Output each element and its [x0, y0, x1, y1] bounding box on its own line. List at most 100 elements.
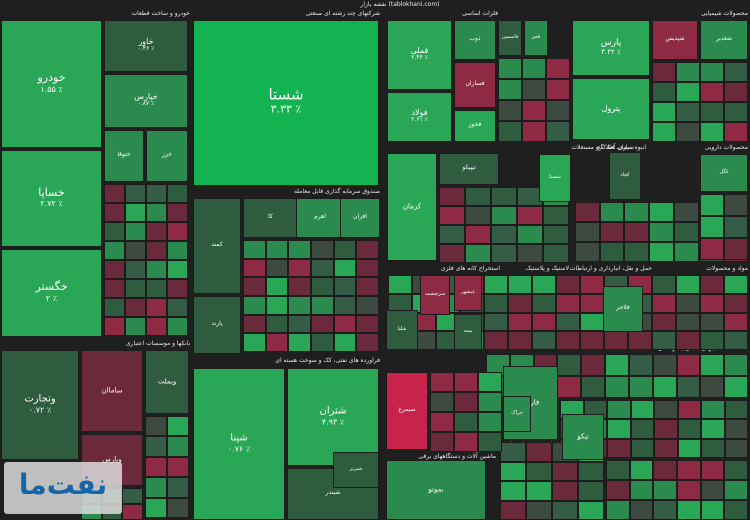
treemap-minor-tile[interactable] [167, 241, 188, 260]
treemap-minor-tile[interactable] [652, 354, 677, 376]
treemap-minor-tile[interactable] [628, 354, 653, 376]
treemap-tile[interactable]: فلاجر [603, 286, 643, 332]
treemap-minor-tile[interactable] [557, 376, 582, 398]
treemap-minor-tile[interactable] [673, 242, 699, 262]
treemap-minor-tile[interactable] [104, 184, 125, 203]
treemap-minor-tile[interactable] [243, 314, 266, 334]
treemap-minor-tile[interactable] [724, 194, 748, 216]
treemap-tile[interactable]: پارس ۴.۴۲ ٪ [572, 20, 650, 76]
treemap-minor-tile[interactable] [700, 122, 724, 142]
treemap-tile[interactable]: افران [340, 198, 380, 238]
treemap-minor-tile[interactable] [500, 481, 526, 501]
treemap-minor-tile[interactable] [167, 416, 189, 437]
treemap-minor-tile[interactable] [508, 275, 532, 294]
treemap-minor-tile[interactable] [288, 277, 311, 296]
treemap-minor-tile[interactable] [700, 82, 724, 102]
treemap-minor-tile[interactable] [146, 317, 167, 336]
treemap-minor-tile[interactable] [630, 419, 654, 439]
treemap-tile[interactable]: ساماان [81, 350, 143, 432]
treemap-minor-tile[interactable] [701, 438, 725, 458]
treemap-tile[interactable]: شپدیس [652, 20, 698, 60]
treemap-tile[interactable]: کمند [193, 198, 241, 294]
treemap-minor-tile[interactable] [724, 62, 748, 82]
treemap-minor-tile[interactable] [543, 206, 569, 225]
treemap-minor-tile[interactable] [356, 277, 379, 296]
treemap-minor-tile[interactable] [700, 312, 724, 332]
treemap-minor-tile[interactable] [701, 400, 725, 420]
treemap-minor-tile[interactable] [522, 79, 546, 100]
treemap-tile[interactable]: فجر [524, 20, 548, 56]
treemap-minor-tile[interactable] [546, 121, 570, 142]
treemap-minor-tile[interactable] [167, 477, 189, 498]
treemap-minor-tile[interactable] [700, 102, 724, 122]
treemap-tile[interactable]: غبشهر [454, 275, 482, 311]
treemap-tile[interactable]: خودرو ۱.۵۵ ٪ [1, 20, 102, 148]
treemap-tile[interactable]: پترول [572, 78, 650, 140]
treemap-minor-tile[interactable] [167, 203, 188, 222]
treemap-minor-tile[interactable] [724, 354, 748, 376]
treemap-minor-tile[interactable] [676, 82, 700, 102]
treemap-minor-tile[interactable] [454, 432, 478, 452]
treemap-minor-tile[interactable] [700, 376, 725, 398]
treemap-tile[interactable]: شغدیر [700, 20, 748, 60]
treemap-minor-tile[interactable] [724, 438, 748, 458]
treemap-minor-tile[interactable] [146, 222, 167, 241]
treemap-tile[interactable]: خراک [503, 396, 531, 432]
treemap-minor-tile[interactable] [146, 260, 167, 279]
treemap-minor-tile[interactable] [265, 277, 289, 296]
treemap-minor-tile[interactable] [465, 187, 491, 206]
treemap-minor-tile[interactable] [724, 460, 748, 480]
treemap-minor-tile[interactable] [484, 331, 508, 350]
treemap-minor-tile[interactable] [356, 314, 379, 334]
treemap-minor-tile[interactable] [700, 62, 724, 82]
treemap-minor-tile[interactable] [356, 240, 379, 259]
treemap-tile[interactable]: فخوز [454, 110, 496, 142]
treemap-minor-tile[interactable] [629, 500, 654, 520]
treemap-minor-tile[interactable] [146, 184, 167, 203]
treemap-minor-tile[interactable] [677, 460, 701, 480]
treemap-minor-tile[interactable] [599, 242, 625, 262]
treemap-minor-tile[interactable] [478, 392, 502, 412]
treemap-minor-tile[interactable] [167, 317, 188, 336]
treemap-minor-tile[interactable] [575, 222, 600, 242]
treemap-minor-tile[interactable] [580, 312, 604, 332]
treemap-minor-tile[interactable] [311, 333, 334, 352]
treemap-minor-tile[interactable] [677, 419, 701, 439]
treemap-minor-tile[interactable] [167, 298, 188, 317]
treemap-tile[interactable]: شستا ۳.۳۳ ٪ [193, 20, 379, 186]
treemap-minor-tile[interactable] [676, 275, 700, 294]
treemap-minor-tile[interactable] [146, 203, 167, 222]
treemap-minor-tile[interactable] [498, 121, 522, 142]
treemap-minor-tile[interactable] [311, 258, 334, 278]
treemap-minor-tile[interactable] [724, 122, 748, 142]
treemap-minor-tile[interactable] [439, 244, 465, 263]
treemap-minor-tile[interactable] [605, 354, 629, 376]
treemap-minor-tile[interactable] [167, 222, 188, 241]
treemap-minor-tile[interactable] [356, 333, 379, 352]
treemap-minor-tile[interactable] [484, 275, 508, 294]
treemap-minor-tile[interactable] [265, 333, 289, 352]
treemap-minor-tile[interactable] [333, 240, 357, 259]
treemap-tile[interactable]: کا [243, 198, 298, 238]
treemap-minor-tile[interactable] [265, 314, 289, 334]
treemap-minor-tile[interactable] [676, 312, 700, 332]
treemap-minor-tile[interactable] [532, 275, 556, 294]
treemap-minor-tile[interactable] [578, 481, 604, 501]
treemap-minor-tile[interactable] [356, 296, 379, 315]
treemap-minor-tile[interactable] [491, 206, 517, 225]
treemap-minor-tile[interactable] [498, 58, 522, 79]
treemap-tile[interactable]: ختوقا [104, 130, 144, 182]
treemap-minor-tile[interactable] [724, 480, 748, 500]
treemap-minor-tile[interactable] [265, 258, 289, 278]
treemap-minor-tile[interactable] [552, 481, 578, 501]
treemap-minor-tile[interactable] [526, 500, 552, 520]
treemap-minor-tile[interactable] [508, 331, 532, 350]
treemap-minor-tile[interactable] [605, 376, 629, 398]
treemap-tile[interactable]: تیکو [562, 414, 604, 460]
treemap-tile[interactable]: شبریز [333, 452, 379, 488]
treemap-tile[interactable]: فملی ۲.۴۴ ٪ [387, 20, 452, 90]
treemap-minor-tile[interactable] [478, 372, 502, 392]
treemap-tile[interactable]: سیمرغ [386, 372, 428, 450]
treemap-minor-tile[interactable] [599, 202, 625, 222]
treemap-minor-tile[interactable] [629, 460, 654, 480]
